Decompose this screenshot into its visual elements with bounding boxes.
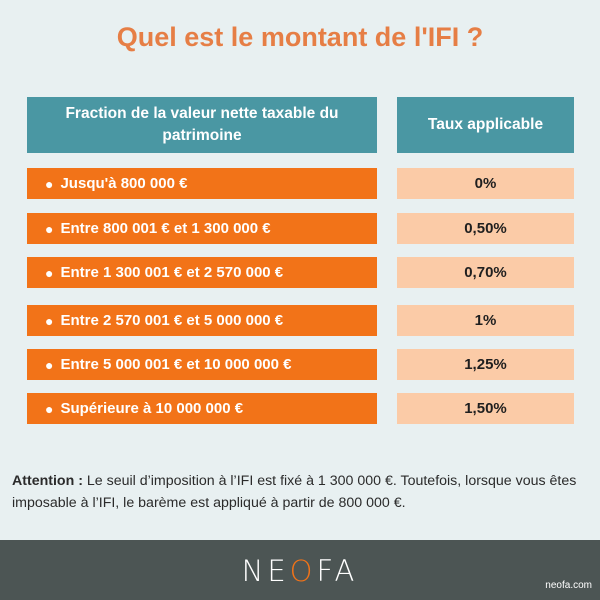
bullet-icon: ●: [45, 356, 54, 373]
table-row: ● Entre 2 570 001 € et 5 000 000 € 1%: [0, 305, 600, 336]
table-row: ● Entre 1 300 001 € et 2 570 000 € 0,70%: [0, 257, 600, 288]
footer: NEOFA neofa.com: [0, 540, 600, 600]
fraction-label: Entre 1 300 001 € et 2 570 000 €: [60, 264, 284, 281]
attention-note: Attention : Le seuil d’imposition à l’IF…: [12, 470, 592, 514]
rate-cell: 1%: [397, 305, 574, 336]
fraction-label: Entre 2 570 001 € et 5 000 000 €: [60, 312, 284, 329]
fraction-cell: ● Jusqu'à 800 000 €: [27, 168, 377, 199]
rate-cell: 0,70%: [397, 257, 574, 288]
neofa-logo: NEOFA: [0, 554, 600, 588]
bullet-icon: ●: [45, 175, 54, 192]
page-title: Quel est le montant de l'IFI ?: [116, 22, 484, 52]
bullet-icon: ●: [45, 400, 54, 417]
logo-part: FA: [316, 554, 359, 588]
fraction-cell: ● Entre 1 300 001 € et 2 570 000 €: [27, 257, 377, 288]
fraction-cell: ● Entre 2 570 001 € et 5 000 000 €: [27, 305, 377, 336]
table-row: ● Entre 800 001 € et 1 300 000 € 0,50%: [0, 213, 600, 244]
fraction-label: Entre 800 001 € et 1 300 000 €: [60, 220, 271, 237]
bullet-icon: ●: [45, 312, 54, 329]
rate-cell: 0%: [397, 168, 574, 199]
rate-cell: 0,50%: [397, 213, 574, 244]
fraction-cell: ● Supérieure à 10 000 000 €: [27, 393, 377, 424]
fraction-cell: ● Entre 5 000 001 € et 10 000 000 €: [27, 349, 377, 380]
logo-part: NE: [241, 554, 290, 588]
content-panel: Quel est le montant de l'IFI ? Fraction …: [0, 0, 600, 540]
header-fraction: Fraction de la valeur nette taxable du p…: [27, 97, 377, 153]
fraction-label: Jusqu'à 800 000 €: [60, 175, 188, 192]
site-url: neofa.com: [545, 580, 592, 591]
logo-part-accent: O: [289, 554, 317, 588]
attention-text: Le seuil d’imposition à l’IFI est fixé à…: [12, 473, 577, 511]
bullet-icon: ●: [45, 220, 54, 237]
fraction-cell: ● Entre 800 001 € et 1 300 000 €: [27, 213, 377, 244]
attention-label: Attention :: [12, 473, 83, 489]
table-row: ● Supérieure à 10 000 000 € 1,50%: [0, 393, 600, 424]
rate-cell: 1,25%: [397, 349, 574, 380]
table-row: ● Jusqu'à 800 000 € 0%: [0, 168, 600, 199]
bullet-icon: ●: [45, 264, 54, 281]
table-row: ● Entre 5 000 001 € et 10 000 000 € 1,25%: [0, 349, 600, 380]
header-rate: Taux applicable: [397, 97, 574, 153]
fraction-label: Entre 5 000 001 € et 10 000 000 €: [60, 356, 292, 373]
rate-cell: 1,50%: [397, 393, 574, 424]
fraction-label: Supérieure à 10 000 000 €: [60, 400, 244, 417]
